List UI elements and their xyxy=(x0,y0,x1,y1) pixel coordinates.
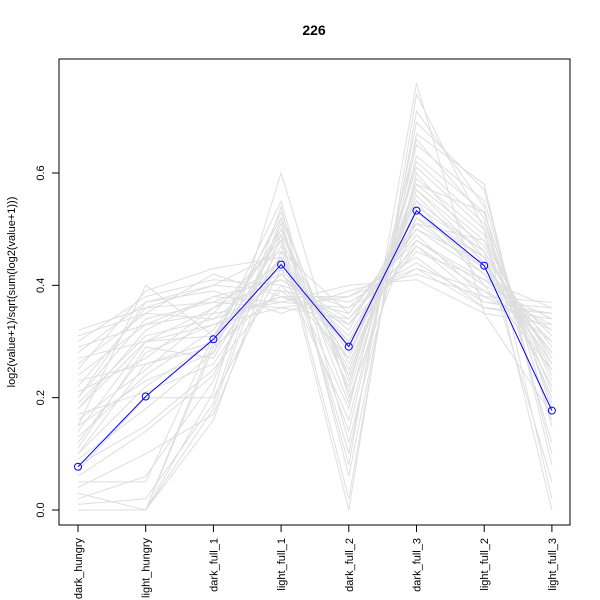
x-tick-label: dark_full_3 xyxy=(412,538,424,592)
x-axis: dark_hungry light_hungry dark_full_1 light_… xyxy=(73,524,559,600)
highlight-series-point xyxy=(74,462,82,471)
y-axis: 0.0 0.2 0.4 0.6 xyxy=(35,165,60,518)
background-series-line xyxy=(77,183,553,455)
x-tick-label: light_full_2 xyxy=(479,538,491,591)
x-tick-label: light_full_1 xyxy=(276,538,288,591)
background-series-line xyxy=(77,267,552,337)
highlight-series-point xyxy=(480,261,489,270)
x-tick-label: dark_hungry xyxy=(73,538,85,600)
x-tick-label: dark_full_2 xyxy=(344,538,356,592)
background-series-line xyxy=(77,279,552,348)
highlight-series-point xyxy=(547,406,556,415)
background-series-line xyxy=(77,245,552,359)
background-series-line xyxy=(77,121,553,500)
background-series-line xyxy=(77,183,553,466)
x-tick-label: light_full_3 xyxy=(547,538,559,591)
background-series-line xyxy=(77,228,553,393)
highlight-series-group xyxy=(74,206,556,471)
highlight-series-point xyxy=(277,260,286,269)
y-axis-label: log2(value+1)/sqrt(sum(log2(value+1))) xyxy=(6,197,18,388)
chart-title: 226 xyxy=(302,22,326,38)
background-series-line xyxy=(77,155,553,472)
highlight-series-line xyxy=(77,209,553,468)
plot-frame xyxy=(58,58,571,526)
background-series-line xyxy=(78,171,553,511)
background-series-line xyxy=(77,200,553,455)
background-series-line xyxy=(77,132,553,505)
background-series-line xyxy=(78,109,553,511)
background-series-line xyxy=(77,211,553,410)
background-series-line xyxy=(78,138,553,483)
background-series-group xyxy=(77,82,553,511)
background-series-line xyxy=(77,222,553,398)
highlight-series-point xyxy=(344,342,353,351)
highlight-series-point xyxy=(412,206,421,215)
y-tick-label: 0.4 xyxy=(35,278,47,293)
background-series-line xyxy=(77,222,553,337)
y-tick-label: 0.2 xyxy=(35,390,47,405)
x-tick-label: dark_full_1 xyxy=(208,538,220,592)
y-tick-label: 0.6 xyxy=(35,165,47,180)
highlight-series-point xyxy=(141,392,150,401)
x-tick-label: light_hungry xyxy=(141,538,153,598)
background-series-line xyxy=(77,188,553,427)
y-tick-label: 0.0 xyxy=(35,502,47,517)
background-series-line xyxy=(77,211,553,370)
highlight-series-point xyxy=(209,335,218,344)
